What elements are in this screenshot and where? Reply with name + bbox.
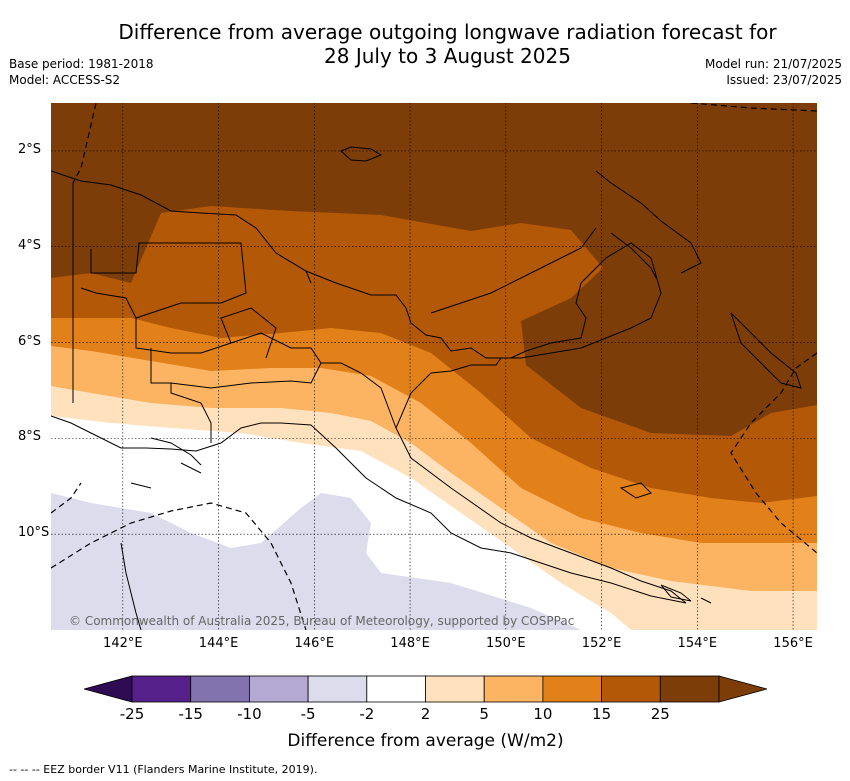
colorbar-bin xyxy=(601,675,661,703)
new-guinea-coast xyxy=(51,170,687,604)
bougainville-coast xyxy=(730,312,802,389)
latitude-label: 8°S xyxy=(18,429,42,445)
longitude-label: 142°E xyxy=(103,636,143,651)
latitude-label: 6°S xyxy=(18,333,42,349)
australia-cape-york xyxy=(120,542,142,630)
colorbar-bin xyxy=(425,675,485,703)
olr-anomaly-map xyxy=(51,103,817,630)
copyright-notice: © Commonwealth of Australia 2025, Bureau… xyxy=(69,614,575,628)
colorbar-bin xyxy=(483,675,544,703)
anomaly-band-minus5-minus2 xyxy=(51,493,581,630)
colorbar-tick-label: -5 xyxy=(300,705,316,723)
coastlines xyxy=(51,146,802,630)
eez-borders xyxy=(51,103,817,630)
chart-title: Difference from average outgoing longwav… xyxy=(60,20,835,68)
colorbar-under-arrow xyxy=(84,675,133,703)
gridlines xyxy=(51,103,817,630)
longitude-label: 148°E xyxy=(390,636,430,651)
base-period: Base period: 1981-2018 xyxy=(9,57,154,71)
new-britain-coast xyxy=(305,227,597,314)
eez-footnote: -- -- -- EEZ border V11 (Flanders Marine… xyxy=(9,763,318,776)
colorbar-tick-label: -15 xyxy=(178,705,203,723)
colorbar-tick-label: 15 xyxy=(592,705,612,723)
model-name: Model: ACCESS-S2 xyxy=(9,73,121,87)
colorbar-bin xyxy=(190,675,250,703)
longitude-label: 156°E xyxy=(773,636,813,651)
colorbar-bin xyxy=(542,675,602,703)
longitude-label: 152°E xyxy=(581,636,622,651)
colorbar-tick-label: 10 xyxy=(533,705,553,723)
manus-island xyxy=(340,146,383,162)
colorbar-tick-label: -10 xyxy=(237,705,262,723)
new-ireland-coast xyxy=(595,170,702,279)
colorbar-tick-label: 5 xyxy=(479,705,489,723)
colorbar-title: Difference from average (W/m2) xyxy=(287,731,564,751)
colorbar-tick-label: 25 xyxy=(650,705,670,723)
colorbar-bin xyxy=(131,675,192,703)
issued-date: Issued: 23/07/2025 xyxy=(726,73,842,87)
province-boundaries xyxy=(80,242,397,443)
colorbar-tick-label: -25 xyxy=(119,705,145,723)
colorbar xyxy=(84,675,767,703)
longitude-label: 150°E xyxy=(486,636,526,651)
colorbar-tick-label: -2 xyxy=(359,705,375,723)
meta-left: Base period: 1981-2018 Model: ACCESS-S2 xyxy=(9,56,154,88)
longitude-label: 146°E xyxy=(294,636,335,651)
louisiade-islands xyxy=(619,482,712,604)
meta-right: Model run: 21/07/2025 Issued: 23/07/2025 xyxy=(705,56,842,88)
title-line-2: 28 July to 3 August 2025 xyxy=(324,44,571,68)
title-line-1: Difference from average outgoing longwav… xyxy=(118,20,777,44)
colorbar-bin xyxy=(307,675,368,703)
colorbar-tick-label: 2 xyxy=(420,705,431,723)
longitude-label: 144°E xyxy=(198,636,239,651)
model-run: Model run: 21/07/2025 xyxy=(704,57,842,71)
torres-strait-islands xyxy=(130,437,202,489)
colorbar-bin xyxy=(659,675,720,703)
latitude-label: 4°S xyxy=(18,237,42,253)
colorbar-bin xyxy=(366,675,426,703)
latitude-label: 2°S xyxy=(18,141,42,157)
longitude-label: 154°E xyxy=(677,636,718,651)
colorbar-over-arrow xyxy=(718,675,767,703)
latitude-label: 10°S xyxy=(18,525,50,541)
colorbar-bin xyxy=(248,675,309,703)
